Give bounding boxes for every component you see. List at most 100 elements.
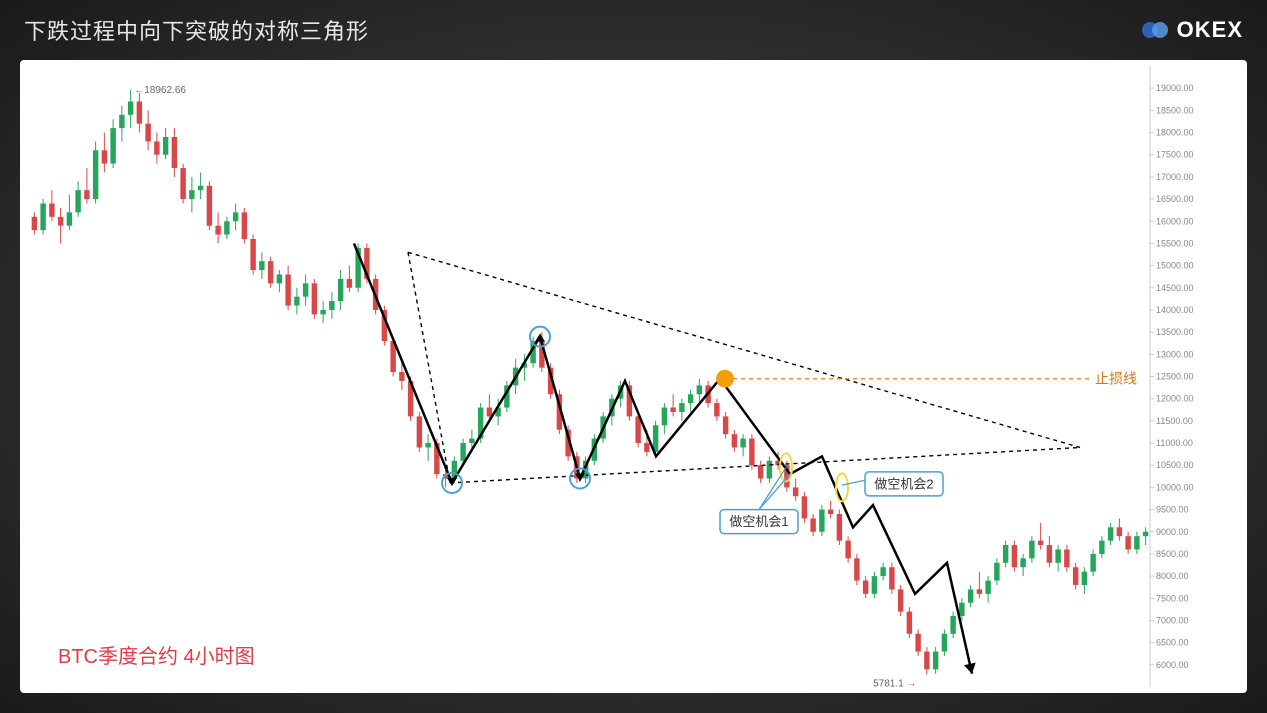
candle [259, 261, 264, 270]
candle [460, 443, 465, 461]
arrowhead-icon [964, 663, 976, 674]
candle [93, 150, 98, 199]
candle [688, 394, 693, 403]
candle [145, 124, 150, 142]
candle [347, 279, 352, 288]
brand-logo: OKEX [1141, 16, 1243, 44]
okex-icon [1141, 16, 1169, 44]
candle [802, 496, 807, 518]
candle [1003, 545, 1008, 563]
y-tick-label: 13500.00 [1156, 327, 1194, 337]
candle [417, 416, 422, 447]
y-tick-label: 7000.00 [1156, 615, 1189, 625]
candle [758, 465, 763, 478]
candle [670, 408, 675, 412]
candle [1047, 545, 1052, 563]
candle [233, 212, 238, 221]
candle [1082, 572, 1087, 585]
y-tick-label: 14500.00 [1156, 283, 1194, 293]
candle [889, 567, 894, 589]
y-tick-label: 11500.00 [1156, 416, 1193, 426]
candle [1090, 554, 1095, 572]
y-tick-label: 11000.00 [1156, 438, 1193, 448]
candle [828, 510, 833, 514]
candle [110, 128, 115, 163]
candle [285, 274, 290, 305]
candle [163, 137, 168, 155]
candle [872, 576, 877, 594]
candle [49, 204, 54, 217]
candle [732, 434, 737, 447]
candle [898, 589, 903, 611]
candle [119, 115, 124, 128]
candle [994, 563, 999, 581]
candle [793, 487, 798, 496]
candle [662, 408, 667, 426]
y-tick-label: 17000.00 [1156, 172, 1194, 182]
annotation-label: 做空机会2 [874, 476, 933, 491]
y-tick-label: 15000.00 [1156, 261, 1194, 271]
candle [1020, 558, 1025, 567]
y-tick-label: 16500.00 [1156, 194, 1194, 204]
candle [294, 297, 299, 306]
candle [128, 101, 133, 114]
candle [338, 279, 343, 301]
y-tick-label: 10000.00 [1156, 482, 1194, 492]
candle [915, 634, 920, 652]
candle [837, 514, 842, 541]
candle [1064, 549, 1069, 567]
candle [959, 603, 964, 616]
candle [425, 443, 430, 447]
candle [84, 190, 89, 199]
y-tick-label: 9500.00 [1156, 505, 1189, 515]
y-tick-label: 12000.00 [1156, 394, 1194, 404]
candle [329, 301, 334, 310]
y-tick-label: 19000.00 [1156, 83, 1194, 93]
candle [950, 616, 955, 634]
y-tick-label: 15500.00 [1156, 238, 1194, 248]
zigzag-line [354, 243, 972, 673]
candle [1108, 527, 1113, 540]
candle [242, 212, 247, 239]
candle [277, 274, 282, 283]
candle [32, 217, 37, 230]
candle [1134, 536, 1139, 549]
y-tick-label: 18000.00 [1156, 128, 1194, 138]
chart-container: 6000.006500.007000.007500.008000.008500.… [20, 60, 1247, 693]
candle [968, 589, 973, 602]
candle [189, 190, 194, 199]
y-tick-label: 9000.00 [1156, 527, 1189, 537]
y-tick-label: 18500.00 [1156, 105, 1194, 115]
candle [1038, 541, 1043, 545]
candle [907, 612, 912, 634]
candle [487, 408, 492, 417]
candle [40, 204, 45, 231]
candle [198, 186, 203, 190]
y-tick-label: 16000.00 [1156, 216, 1194, 226]
y-tick-label: 14000.00 [1156, 305, 1194, 315]
header: 下跌过程中向下突破的对称三角形 OKEX [0, 0, 1267, 60]
candlestick-chart: 6000.006500.007000.007500.008000.008500.… [20, 60, 1247, 693]
candle [863, 581, 868, 594]
candle [320, 310, 325, 314]
y-tick-label: 10500.00 [1156, 460, 1194, 470]
y-tick-label: 6500.00 [1156, 638, 1189, 648]
y-tick-label: 8500.00 [1156, 549, 1189, 559]
stoploss-label: 止损线 [1095, 371, 1137, 387]
candle [1117, 527, 1122, 536]
turn-marker-icon [535, 334, 545, 342]
candle [924, 652, 929, 670]
candle [810, 518, 815, 531]
candle [102, 150, 107, 163]
candle [723, 416, 728, 434]
y-tick-label: 12500.00 [1156, 372, 1194, 382]
candle [250, 239, 255, 270]
candle [75, 190, 80, 212]
candle [845, 541, 850, 559]
chart-caption: BTC季度合约 4小时图 [58, 645, 255, 668]
brand-text: OKEX [1177, 17, 1243, 43]
candle [644, 443, 649, 452]
candle [679, 403, 684, 412]
candle [154, 141, 159, 154]
candle [1029, 541, 1034, 559]
